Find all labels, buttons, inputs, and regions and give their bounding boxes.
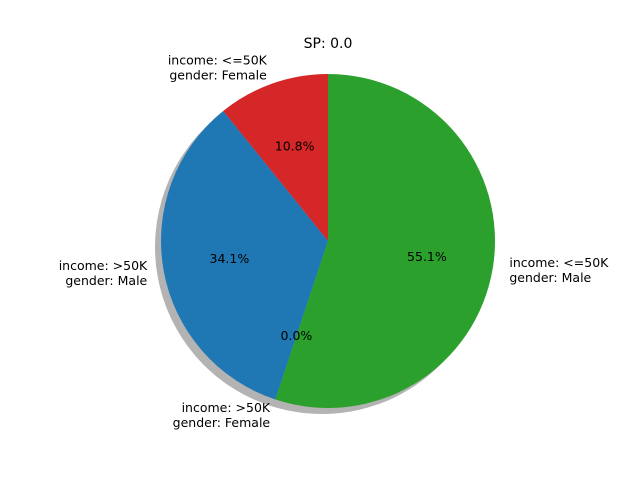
pie-label-income: income: <=50K: [168, 52, 268, 67]
pie-label-income: income: >50K: [182, 400, 271, 415]
pie-category-label: income: >50K gender: Female: [173, 400, 271, 430]
pie-slice: [161, 110, 328, 400]
pie-slice: [275, 74, 496, 408]
pie-label-gender: gender: Female: [169, 67, 267, 82]
pie-percent-label: 34.1%: [210, 251, 250, 266]
pie-slice: [223, 74, 328, 241]
pie-percent-label: 10.8%: [275, 139, 315, 154]
pie-percent-labels: 10.8% 34.1% 0.0% 55.1%: [210, 139, 447, 344]
pie-label-gender: gender: Male: [509, 270, 591, 285]
pie-percent-label: 55.1%: [407, 249, 447, 264]
pie-label-gender: gender: Female: [173, 415, 271, 430]
pie-slices: [161, 74, 496, 408]
pie-label-income: income: <=50K: [509, 255, 609, 270]
pie-category-label: income: <=50K gender: Female: [168, 52, 268, 82]
pie-category-label: income: <=50K gender: Male: [509, 255, 609, 285]
pie-percent-label: 0.0%: [281, 328, 313, 343]
pie-label-income: income: >50K: [59, 258, 148, 273]
pie-label-gender: gender: Male: [65, 273, 147, 288]
chart-title: SP: 0.0: [304, 36, 353, 52]
pie-category-label: income: >50K gender: Male: [59, 258, 148, 288]
